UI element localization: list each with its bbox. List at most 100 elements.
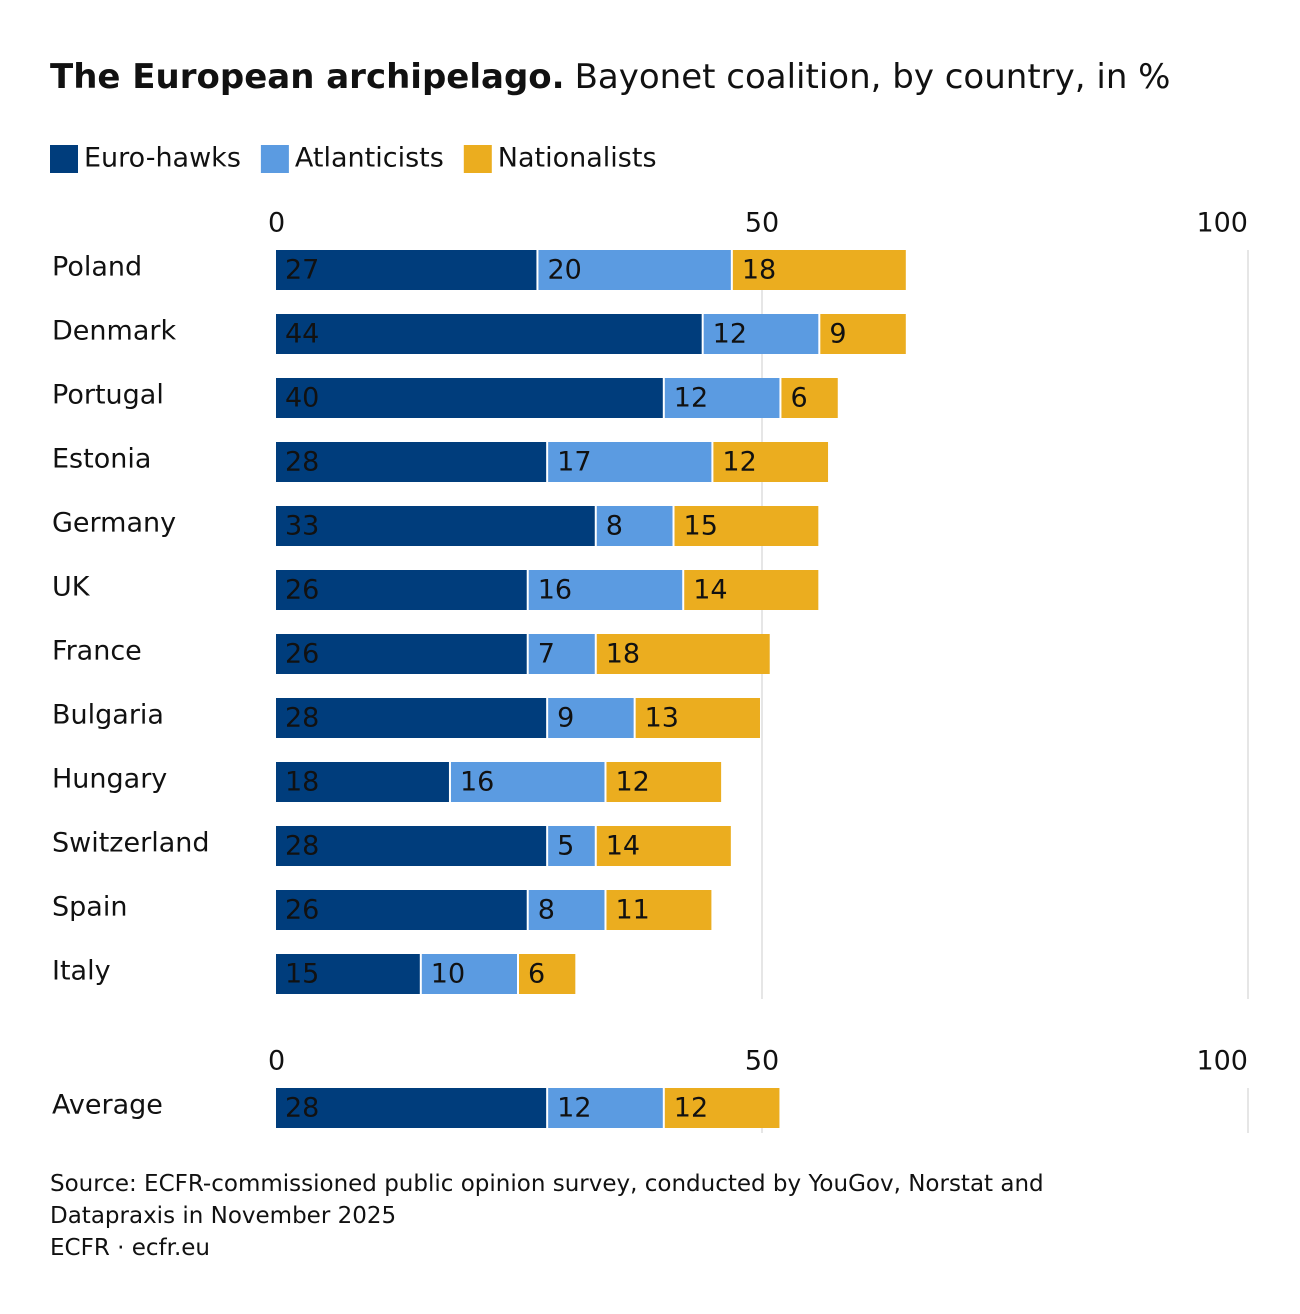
bar-segment (548, 1088, 663, 1128)
value-label: 9 (557, 703, 574, 734)
bar-segment (596, 506, 673, 546)
title-bold: The European archipelago. (50, 57, 565, 97)
value-label: 15 (285, 959, 319, 990)
value-label: 12 (713, 319, 747, 350)
legend-swatch (463, 145, 492, 173)
value-label: 6 (528, 959, 545, 990)
value-label: 17 (557, 447, 591, 478)
bar-segment (664, 1088, 780, 1128)
bar-segment (548, 442, 712, 482)
bar-segment (276, 954, 420, 994)
value-label: 20 (547, 255, 581, 286)
bar-segment (674, 506, 819, 546)
bar-segment (276, 378, 663, 418)
category-label: France (52, 636, 142, 667)
legend-label: Nationalists (498, 143, 657, 174)
value-label: 28 (285, 1093, 319, 1124)
x-tick-label: 0 (268, 1046, 285, 1077)
x-tick-label: 100 (1196, 1046, 1248, 1077)
category-label: Denmark (52, 316, 176, 347)
category-label: Poland (52, 252, 142, 283)
bar-segment (538, 250, 731, 290)
bar-segment (450, 762, 605, 802)
value-label: 12 (557, 1093, 591, 1124)
bar-segment (548, 698, 634, 738)
bar-segment (519, 954, 576, 994)
value-label: 40 (285, 383, 319, 414)
category-label: Bulgaria (52, 700, 164, 731)
value-label: 12 (722, 447, 756, 478)
bar-segment (276, 890, 527, 930)
bar-segment (635, 698, 760, 738)
legend-swatch (260, 145, 289, 173)
bar-segment (528, 634, 595, 674)
bar-segment (276, 634, 527, 674)
bar-segment (528, 890, 605, 930)
value-label: 15 (684, 511, 718, 542)
source: Source: ECFR-commissioned public opinion… (50, 1171, 1044, 1229)
bar-segment (276, 506, 595, 546)
bar-segment (276, 250, 537, 290)
value-label: 12 (674, 1093, 708, 1124)
bar-segment (713, 442, 829, 482)
value-label: 8 (538, 895, 555, 926)
category-label: Germany (52, 508, 176, 539)
bar-segment (664, 378, 780, 418)
bar-segment (276, 826, 547, 866)
value-label: 8 (606, 511, 623, 542)
bar-segment (421, 954, 517, 994)
value-label: 16 (460, 767, 494, 798)
value-label: 16 (538, 575, 572, 606)
bar-segment (781, 378, 838, 418)
value-label: 14 (693, 575, 727, 606)
value-label: 14 (606, 831, 640, 862)
value-label: 11 (615, 895, 649, 926)
value-label: 18 (606, 639, 640, 670)
value-label: 12 (674, 383, 708, 414)
bar-segment (276, 570, 527, 610)
bar-segment (820, 314, 906, 354)
value-label: 6 (790, 383, 807, 414)
value-label: 28 (285, 703, 319, 734)
category-label: Average (52, 1090, 163, 1121)
x-tick-label: 0 (268, 208, 285, 239)
bar-segment (703, 314, 819, 354)
value-label: 18 (285, 767, 319, 798)
value-label: 33 (285, 511, 319, 542)
value-label: 28 (285, 831, 319, 862)
x-tick-label: 50 (745, 1046, 779, 1077)
bar-segment (548, 826, 595, 866)
value-label: 26 (285, 639, 319, 670)
value-label: 28 (285, 447, 319, 478)
value-label: 5 (557, 831, 574, 862)
bar-segment (606, 890, 712, 930)
bar-segment (684, 570, 819, 610)
category-label: Spain (52, 892, 127, 923)
category-label: UK (52, 572, 91, 603)
chart-title: The European archipelago. Bayonet coaliti… (50, 57, 1171, 97)
x-tick-label: 100 (1196, 208, 1248, 239)
bar-segment (596, 826, 731, 866)
value-label: 44 (285, 319, 319, 350)
category-label: Estonia (52, 444, 151, 475)
bar-segment (276, 314, 702, 354)
credit: ECFR · ecfr.eu (50, 1235, 211, 1261)
legend-label: Euro-hawks (84, 143, 241, 174)
value-label: 13 (645, 703, 679, 734)
bar-segment (276, 762, 449, 802)
value-label: 9 (829, 319, 846, 350)
title-text: Bayonet coalition, by country, in % (575, 57, 1171, 97)
bar-segment (276, 1088, 547, 1128)
bar-segment (732, 250, 906, 290)
value-label: 18 (742, 255, 776, 286)
category-label: Italy (52, 956, 111, 987)
bar-segment (276, 698, 547, 738)
value-label: 12 (615, 767, 649, 798)
legend-label: Atlanticists (295, 143, 444, 174)
bar-segment (606, 762, 722, 802)
value-label: 27 (285, 255, 319, 286)
bar-segment (276, 442, 547, 482)
value-label: 10 (431, 959, 465, 990)
value-label: 26 (285, 575, 319, 606)
